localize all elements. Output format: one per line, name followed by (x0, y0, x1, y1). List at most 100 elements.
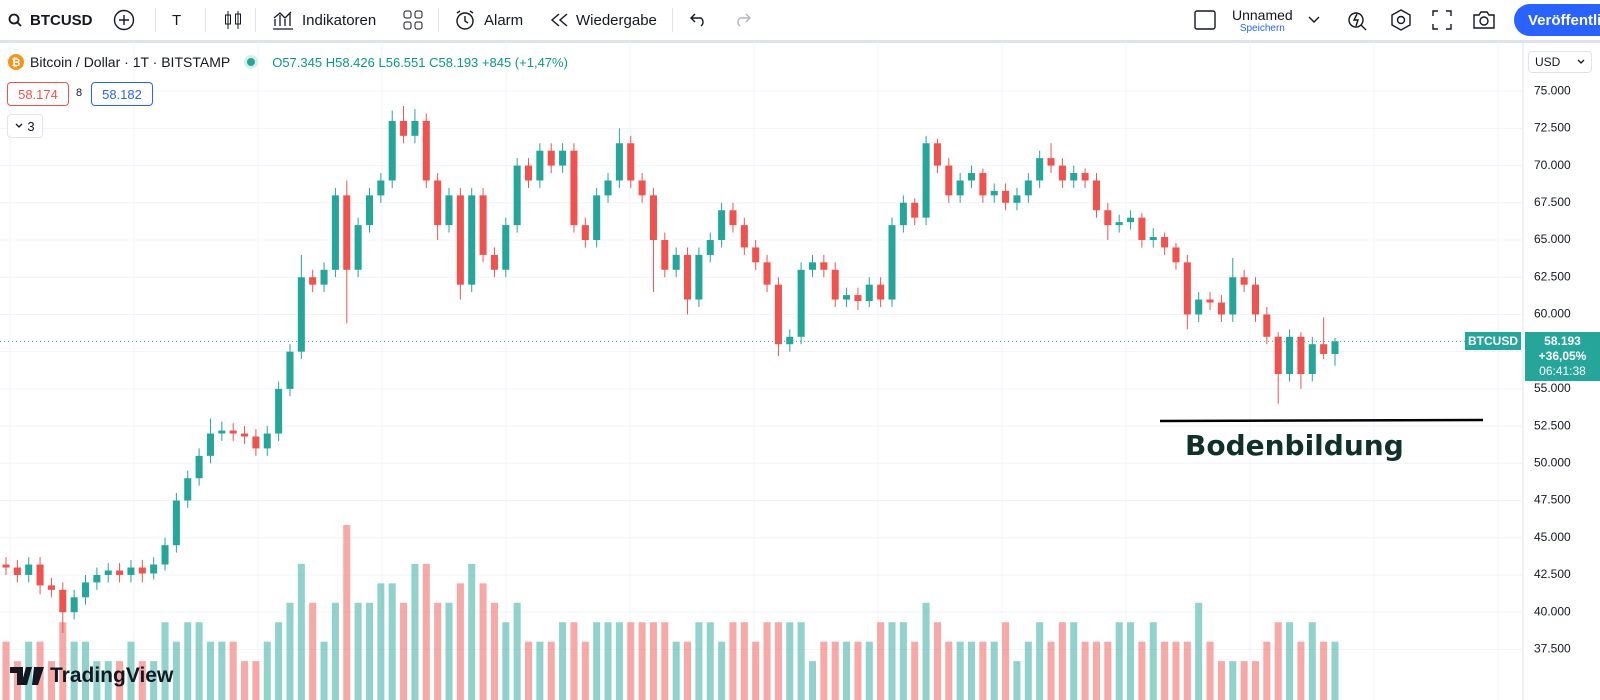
volume-bar (81, 641, 90, 700)
redo-icon (737, 13, 751, 27)
volume-bar (1104, 641, 1112, 700)
candle-body (1070, 173, 1078, 181)
c-value: 58.193 (438, 54, 479, 70)
publish-button[interactable]: Veröffentli (1514, 4, 1600, 36)
volume-bar (888, 622, 896, 700)
chevron-icon (1577, 59, 1585, 64)
volume-bar (877, 622, 885, 700)
volume-bar (1036, 622, 1044, 700)
layout-dropdown[interactable] (1308, 0, 1320, 40)
volume-bar (388, 583, 396, 700)
indicators-button[interactable]: Indikatoren (272, 0, 376, 40)
volume-bar (672, 641, 680, 700)
candle-body (490, 254, 498, 270)
price-tag: 58.193 +36,05% 06:41:38 (1525, 332, 1600, 382)
candle-body (47, 585, 55, 590)
volume-bar (547, 641, 555, 700)
candle-body (1138, 217, 1146, 241)
y-tick-label: 50.000 (1534, 455, 1571, 469)
undo-button[interactable] (690, 0, 708, 40)
quick-search-button[interactable] (1346, 0, 1368, 40)
interval: T (172, 11, 182, 29)
compare-button[interactable] (113, 0, 135, 40)
candle-body (1024, 180, 1032, 196)
bid: 58.174 (18, 86, 58, 102)
candle-body (684, 254, 692, 300)
volume-bar (47, 661, 55, 700)
publish: Veröffentli (1528, 11, 1600, 29)
candle-body (911, 202, 919, 218)
volume-bar (331, 602, 339, 700)
collapsed-count: 3 (27, 118, 35, 134)
candle-body (286, 351, 294, 389)
candle-body (388, 120, 396, 181)
fullscreen-button[interactable] (1432, 0, 1452, 40)
chart-type-button[interactable] (223, 0, 243, 40)
candle-body (1002, 190, 1010, 203)
candle-body (1297, 336, 1305, 374)
settings-button[interactable] (1390, 0, 1412, 40)
volume-bar (967, 641, 976, 700)
candle-body (1308, 344, 1316, 374)
candle-body (581, 225, 589, 241)
candle-body (888, 225, 896, 300)
candle-body (649, 195, 657, 241)
volume-bar (445, 602, 453, 700)
volume-bar (411, 563, 419, 700)
volume-bar (695, 622, 703, 700)
symbol-search[interactable]: BTCUSD (8, 0, 93, 40)
volume-bar (286, 602, 294, 700)
y-tick-label: 70.000 (1534, 158, 1571, 172)
volume-bar (343, 525, 351, 700)
volume-bar (400, 602, 408, 700)
candle-body (456, 195, 464, 285)
candle-body (672, 254, 680, 270)
volume-bar (979, 641, 987, 700)
volume-bar (150, 661, 158, 700)
candle-body (1229, 277, 1237, 315)
candle-body (343, 195, 351, 270)
symbol-tag-text: BTCUSD (1468, 334, 1518, 349)
h-value: 58.426 (335, 54, 375, 70)
settings-icon (1391, 9, 1411, 31)
buy-button[interactable]: 58.182 (91, 82, 153, 106)
volume-bar (1263, 641, 1271, 700)
interval-button[interactable]: T (172, 0, 181, 40)
candle-body (524, 165, 533, 181)
separator (672, 8, 673, 32)
sell-button[interactable]: 58.174 (7, 82, 69, 106)
separator (438, 8, 439, 32)
collapse-button[interactable]: 3 (7, 114, 43, 138)
layout-checkbox[interactable] (1194, 0, 1216, 40)
volume-bar (718, 641, 726, 700)
replay-icon (550, 13, 568, 27)
candle-body (933, 143, 941, 166)
svg-text:₿: ₿ (12, 57, 21, 69)
candle-body (1149, 237, 1157, 241)
volume-bar (1251, 661, 1260, 700)
candle-body (434, 180, 442, 226)
volume-bar (706, 622, 714, 700)
candle-body (956, 180, 964, 196)
layout-menu[interactable]: Unnamed Speichern (1232, 0, 1293, 40)
volume-bar (684, 641, 692, 700)
volume-bar (1115, 622, 1123, 700)
currency-button[interactable]: USD (1528, 51, 1592, 73)
candle-body (1115, 222, 1123, 226)
snapshot-button[interactable] (1472, 0, 1496, 40)
candle-body (93, 574, 101, 583)
volume-bar (59, 622, 67, 700)
volume-bar (604, 622, 612, 700)
templates-button[interactable] (403, 0, 423, 40)
undo-icon (690, 13, 704, 27)
c-label: C (429, 54, 439, 70)
volume-bar (661, 622, 669, 700)
candle-body (1047, 158, 1055, 166)
alert-button[interactable]: Alarm (454, 0, 523, 40)
market-status (244, 55, 259, 69)
replay-button[interactable]: Wiedergabe (550, 0, 657, 40)
volume-bar (559, 622, 567, 700)
redo-button[interactable] (733, 0, 751, 40)
